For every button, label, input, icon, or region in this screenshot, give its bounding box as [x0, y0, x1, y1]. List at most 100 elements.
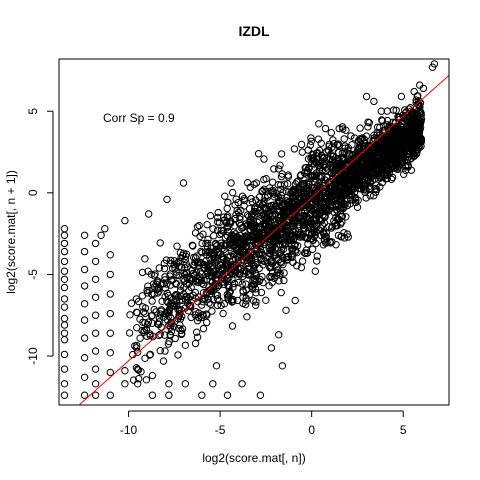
- data-point: [352, 169, 360, 177]
- data-point: [196, 268, 205, 276]
- data-point: [227, 179, 235, 187]
- data-point: [91, 365, 100, 373]
- data-point: [163, 280, 171, 288]
- data-point: [80, 373, 89, 381]
- data-point: [260, 155, 268, 163]
- data-point: [289, 194, 298, 202]
- data-point: [249, 224, 257, 232]
- data-point: [148, 371, 157, 380]
- data-point: [209, 225, 217, 233]
- data-point: [274, 193, 282, 202]
- data-point: [171, 292, 180, 300]
- data-point: [252, 224, 261, 233]
- data-point: [171, 264, 179, 272]
- data-point: [91, 347, 100, 355]
- data-point: [181, 341, 190, 349]
- data-point: [176, 321, 184, 329]
- data-point: [228, 270, 236, 278]
- data-point: [265, 242, 273, 250]
- data-point: [238, 380, 246, 388]
- data-point: [193, 328, 201, 336]
- data-point: [398, 159, 406, 168]
- data-point: [138, 268, 147, 277]
- data-point: [351, 198, 360, 207]
- data-point: [219, 263, 228, 272]
- data-point: [291, 217, 300, 225]
- data-point: [385, 166, 393, 174]
- data-point: [356, 136, 365, 144]
- data-point: [91, 239, 100, 248]
- data-point: [409, 110, 417, 119]
- data-point: [364, 141, 373, 150]
- data-point: [277, 185, 285, 194]
- data-point: [178, 251, 187, 260]
- data-point: [183, 274, 191, 282]
- data-point: [163, 316, 171, 324]
- data-point: [91, 391, 100, 399]
- data-point: [311, 267, 319, 275]
- data-point: [220, 300, 229, 308]
- data-point: [203, 288, 211, 296]
- data-point: [213, 261, 221, 270]
- data-point: [145, 210, 153, 218]
- data-point: [337, 233, 345, 241]
- data-point: [413, 143, 421, 152]
- data-point: [223, 256, 231, 265]
- data-point: [278, 194, 286, 203]
- data-point: [144, 282, 152, 290]
- data-point: [277, 288, 285, 297]
- data-point: [266, 240, 275, 249]
- data-point: [306, 141, 315, 149]
- data-point: [139, 308, 148, 316]
- data-point: [255, 230, 264, 239]
- data-point: [236, 236, 245, 244]
- data-point: [347, 169, 356, 178]
- data-point: [413, 149, 421, 157]
- data-point: [345, 151, 353, 159]
- data-point: [308, 236, 317, 245]
- data-point: [252, 269, 260, 278]
- data-point: [138, 292, 147, 300]
- data-point: [325, 223, 333, 231]
- data-point: [262, 296, 270, 304]
- data-point: [261, 205, 269, 213]
- data-point: [165, 391, 173, 399]
- data-point: [181, 380, 190, 388]
- data-point: [216, 250, 225, 258]
- data-point: [344, 233, 352, 241]
- data-point: [240, 196, 249, 205]
- data-point: [166, 272, 174, 280]
- data-point: [348, 141, 356, 149]
- data-point: [143, 320, 152, 329]
- data-point: [305, 221, 313, 229]
- data-point: [361, 188, 369, 197]
- data-point: [304, 240, 312, 248]
- data-point: [80, 391, 89, 399]
- data-point: [416, 133, 424, 142]
- data-point: [322, 206, 331, 215]
- data-point: [247, 194, 255, 203]
- data-point: [221, 192, 229, 200]
- data-point: [231, 270, 240, 278]
- data-point: [301, 207, 309, 216]
- data-point: [134, 365, 142, 373]
- data-point: [60, 365, 69, 373]
- y-tick-label: 0: [26, 189, 40, 196]
- data-point: [161, 331, 169, 339]
- data-point: [253, 258, 261, 267]
- data-point: [234, 238, 242, 247]
- data-point: [344, 147, 352, 155]
- data-point: [225, 289, 234, 297]
- data-point: [60, 350, 69, 359]
- data-point: [228, 234, 236, 243]
- data-point: [217, 301, 225, 310]
- data-point: [278, 229, 286, 237]
- data-point: [347, 157, 356, 166]
- data-point: [304, 146, 312, 154]
- data-point: [329, 164, 337, 172]
- data-point: [254, 150, 263, 158]
- data-point: [313, 252, 321, 260]
- data-point: [182, 252, 190, 260]
- data-point: [300, 188, 309, 196]
- data-point: [367, 158, 375, 166]
